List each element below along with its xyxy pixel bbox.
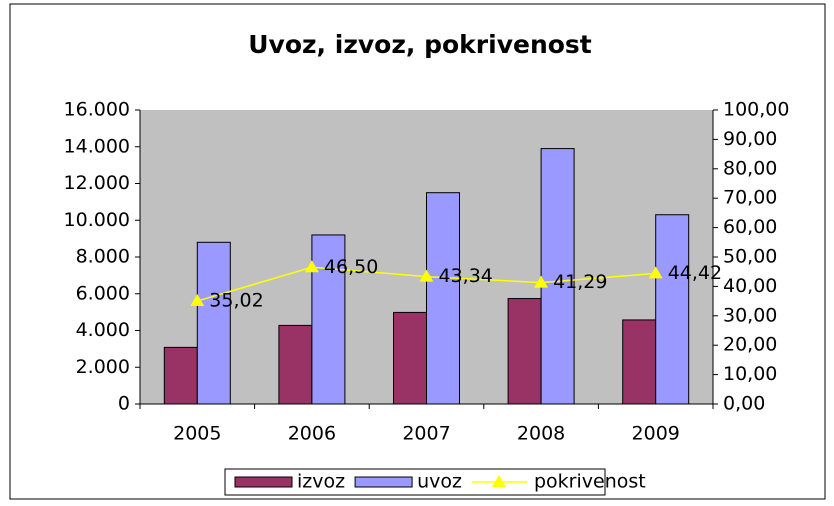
y-tick-label: 6.000: [76, 282, 130, 304]
y-tick-label: 2.000: [76, 356, 130, 378]
legend-swatch: [354, 476, 413, 488]
y2-tick-label: 60,00: [723, 216, 777, 238]
bar: [426, 192, 460, 405]
y2-tick-label: 50,00: [723, 246, 777, 268]
y2-tick-label: 70,00: [723, 187, 777, 209]
bar: [278, 324, 313, 405]
x-tick-label: 2008: [517, 423, 565, 445]
marker: [419, 269, 434, 282]
y-tick-label: 14.000: [64, 135, 130, 157]
bar: [540, 148, 575, 405]
y2-tick-label: 40,00: [723, 275, 777, 297]
bar: [507, 298, 542, 405]
marker: [534, 275, 549, 288]
bar: [622, 319, 657, 405]
y-tick-label: 0: [118, 393, 130, 415]
data-label: 46,50: [324, 256, 378, 278]
y2-tick-label: 90,00: [723, 128, 777, 150]
data-label: 44,42: [668, 262, 722, 284]
legend-label: pokrivenost: [534, 471, 646, 493]
bar: [163, 346, 198, 405]
legend-swatch: [234, 476, 293, 488]
marker: [648, 266, 663, 279]
bar: [311, 234, 346, 405]
y2-tick-label: 80,00: [723, 157, 777, 179]
x-tick-label: 2005: [173, 423, 221, 445]
bar: [393, 311, 427, 405]
x-tick-label: 2006: [288, 423, 336, 445]
y2-tick-label: 10,00: [723, 363, 777, 385]
legend-marker: [491, 475, 506, 487]
bar: [655, 214, 690, 405]
y-tick-label: 10.000: [64, 209, 130, 231]
data-label: 35,02: [209, 290, 263, 312]
y-tick-label: 4.000: [76, 319, 130, 341]
y2-tick-label: 0,00: [723, 393, 765, 415]
legend-label: uvoz: [417, 471, 462, 493]
bar: [196, 241, 231, 405]
y2-tick-label: 100,00: [723, 99, 789, 121]
data-label: 43,34: [439, 265, 493, 287]
y2-tick-label: 30,00: [723, 304, 777, 326]
y2-tick-label: 20,00: [723, 334, 777, 356]
y-tick-label: 12.000: [64, 172, 130, 194]
legend-label: izvoz: [297, 471, 345, 493]
data-label: 41,29: [553, 271, 607, 293]
y-tick-label: 16.000: [64, 99, 130, 121]
x-tick-label: 2007: [402, 423, 450, 445]
marker: [304, 260, 319, 273]
chart-title: Uvoz, izvoz, pokrivenost: [248, 30, 592, 59]
y-tick-label: 8.000: [76, 246, 130, 268]
marker: [190, 294, 205, 307]
x-tick-label: 2009: [632, 423, 680, 445]
